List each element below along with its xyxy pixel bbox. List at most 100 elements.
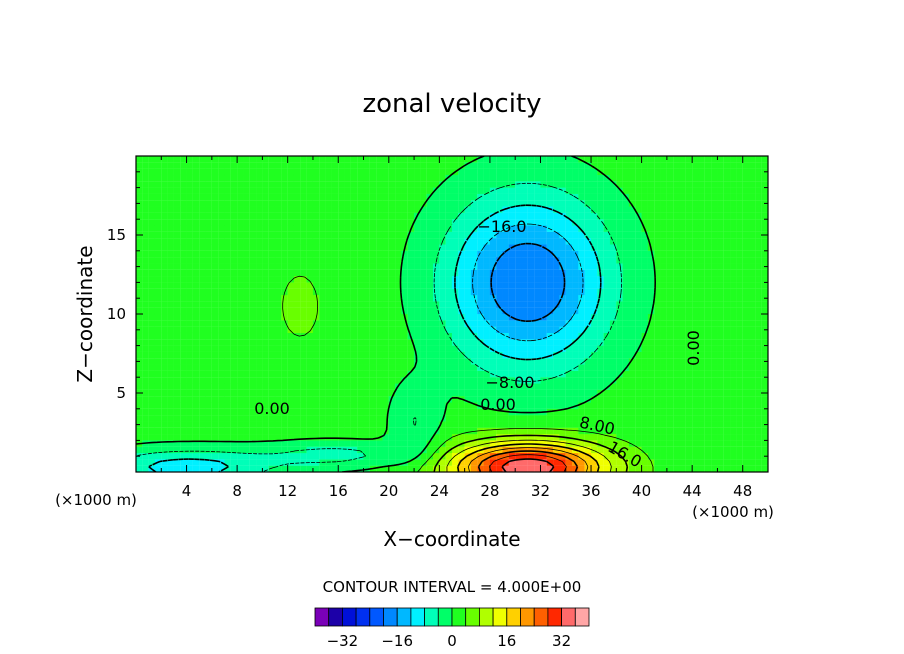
heatmap-cell xyxy=(521,231,528,239)
heatmap-cell xyxy=(350,383,358,390)
heatmap-cell xyxy=(451,427,459,435)
heatmap-cell xyxy=(407,408,415,416)
heatmap-cell xyxy=(344,156,351,163)
heatmap-cell xyxy=(742,459,750,466)
heatmap-cell xyxy=(723,225,731,232)
heatmap-cell xyxy=(704,206,712,213)
heatmap-cell xyxy=(483,225,490,232)
heatmap-cell xyxy=(717,301,724,308)
heatmap-cell xyxy=(616,193,623,201)
heatmap-cell xyxy=(382,408,389,416)
heatmap-cell xyxy=(584,294,592,302)
heatmap-cell xyxy=(199,294,206,302)
heatmap-cell xyxy=(464,459,472,466)
heatmap-cell xyxy=(673,465,680,472)
heatmap-cell xyxy=(692,396,699,403)
heatmap-cell xyxy=(654,421,661,428)
heatmap-cell xyxy=(635,415,642,422)
heatmap-cell xyxy=(249,313,257,321)
heatmap-cell xyxy=(300,427,307,435)
heatmap-cell xyxy=(376,364,383,371)
heatmap-cell xyxy=(616,332,623,340)
heatmap-cell xyxy=(717,389,724,397)
heatmap-cell xyxy=(502,320,509,327)
heatmap-cell xyxy=(142,288,149,296)
heatmap-cell xyxy=(597,162,604,169)
heatmap-cell xyxy=(382,402,389,409)
heatmap-cell xyxy=(451,421,459,428)
heatmap-cell xyxy=(363,326,370,334)
heatmap-cell xyxy=(300,269,307,277)
heatmap-cell xyxy=(553,408,560,416)
heatmap-cell xyxy=(489,257,497,264)
heatmap-cell xyxy=(647,320,655,327)
heatmap-cell xyxy=(363,276,370,283)
heatmap-cell xyxy=(136,351,143,359)
heatmap-cell xyxy=(136,364,143,371)
heatmap-cell xyxy=(698,257,705,264)
heatmap-cell xyxy=(679,370,686,378)
heatmap-cell xyxy=(654,200,661,207)
heatmap-cell xyxy=(426,313,434,321)
heatmap-cell xyxy=(546,459,554,466)
heatmap-cell xyxy=(603,168,611,176)
heatmap-cell xyxy=(142,465,149,472)
heatmap-cell xyxy=(496,326,503,334)
heatmap-cell xyxy=(635,162,642,169)
heatmap-cell xyxy=(173,440,181,447)
heatmap-cell xyxy=(243,257,250,264)
heatmap-cell xyxy=(445,212,453,220)
heatmap-cell xyxy=(616,408,623,416)
heatmap-cell xyxy=(420,320,427,327)
heatmap-cell xyxy=(439,193,446,201)
heatmap-cell xyxy=(325,219,332,226)
heatmap-cell xyxy=(654,238,661,245)
heatmap-cell xyxy=(325,193,332,201)
heatmap-cell xyxy=(628,421,636,428)
heatmap-cell xyxy=(628,219,636,226)
heatmap-cell xyxy=(256,326,263,334)
heatmap-cell xyxy=(249,415,257,422)
heatmap-cell xyxy=(445,219,453,226)
heatmap-cell xyxy=(698,351,705,359)
heatmap-cell xyxy=(173,370,181,378)
heatmap-cell xyxy=(344,294,351,302)
heatmap-cell xyxy=(262,383,269,390)
heatmap-cell xyxy=(521,421,528,428)
heatmap-cell xyxy=(546,421,554,428)
heatmap-cell xyxy=(698,301,705,308)
heatmap-cell xyxy=(553,440,560,447)
heatmap-cell xyxy=(489,427,497,435)
heatmap-cell xyxy=(262,187,269,194)
heatmap-cell xyxy=(578,351,585,359)
heatmap-cell xyxy=(489,345,497,352)
heatmap-cell xyxy=(692,383,699,390)
heatmap-cell xyxy=(597,219,604,226)
heatmap-cell xyxy=(249,408,257,416)
heatmap-cell xyxy=(755,269,762,277)
heatmap-cell xyxy=(293,219,301,226)
heatmap-cell xyxy=(148,326,156,334)
heatmap-cell xyxy=(565,219,573,226)
heatmap-cell xyxy=(711,288,718,296)
heatmap-cell xyxy=(173,339,181,346)
heatmap-cell xyxy=(243,162,250,169)
heatmap-cell xyxy=(180,288,187,296)
heatmap-cell xyxy=(199,446,206,454)
heatmap-cell xyxy=(186,415,193,422)
heatmap-cell xyxy=(192,370,200,378)
heatmap-cell xyxy=(597,250,604,258)
heatmap-cell xyxy=(647,383,655,390)
heatmap-cell xyxy=(154,440,162,447)
heatmap-cell xyxy=(401,168,408,176)
heatmap-cell xyxy=(565,162,573,169)
heatmap-cell xyxy=(224,269,231,277)
heatmap-cell xyxy=(730,339,737,346)
heatmap-cell xyxy=(711,339,718,346)
heatmap-cell xyxy=(350,389,358,397)
heatmap-cell xyxy=(508,257,516,264)
heatmap-cell xyxy=(186,301,193,308)
heatmap-cell xyxy=(274,377,282,384)
heatmap-cell xyxy=(603,269,611,277)
heatmap-cell xyxy=(673,313,680,321)
